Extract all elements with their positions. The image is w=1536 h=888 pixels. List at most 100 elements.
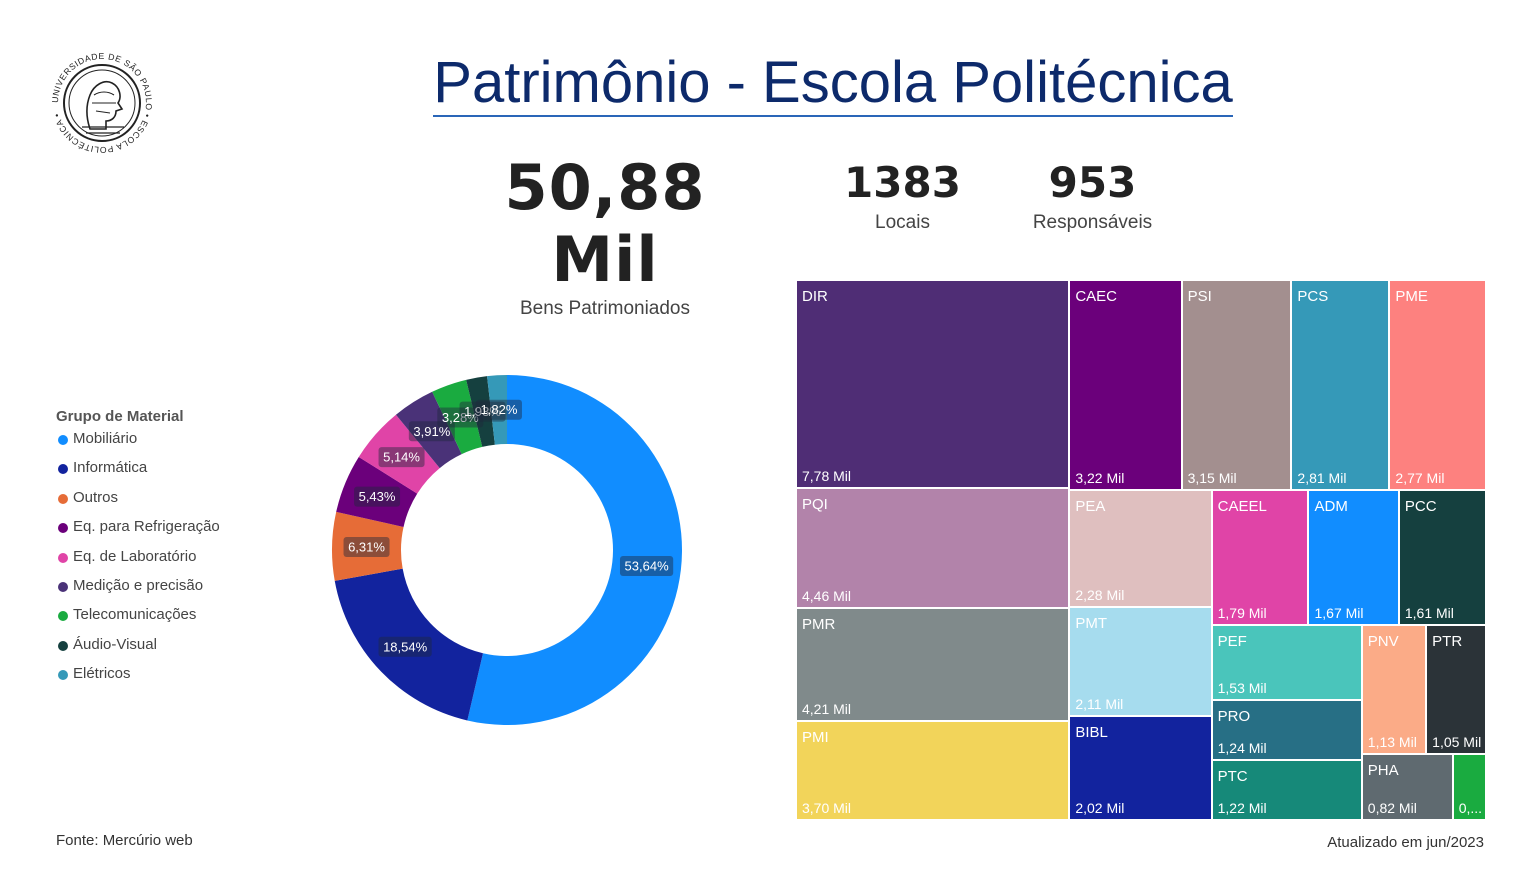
treemap-tile[interactable]: PCC 1,61 Mil [1398,490,1486,626]
legend-label: Medição e precisão [73,576,204,594]
legend-item[interactable]: Medição e precisão [56,577,220,606]
donut-slices [332,375,683,726]
donut-slice[interactable] [395,391,462,469]
treemap-tile-name: PSI [1187,288,1212,305]
treemap-tile-name: PHA [1367,761,1399,779]
treemap-tile-value: 7,78 Mil [802,468,852,485]
kpi-locais-label: Locais [875,212,930,233]
treemap-tile[interactable]: PNV 1,13 Mil [1361,625,1427,754]
treemap-tile-value: 0,... [1458,799,1483,816]
donut-label-text: 1,93% [464,404,501,419]
donut-data-label: 3,91% [408,421,455,442]
donut-label-text: 6,31% [348,540,385,555]
donut-data-label: 5,14% [378,447,425,468]
donut-data-label: 18,54% [378,636,432,657]
treemap-tile[interactable]: PHA 0,82 Mil [1361,753,1453,820]
donut-label-bg [343,537,390,558]
legend-item[interactable]: Eq. para Refrigeração [56,518,220,547]
legend-swatch [58,552,68,563]
treemap-tile[interactable]: PTC 1,22 Mil [1211,760,1362,820]
treemap-tile-value: 1,24 Mil [1217,740,1267,757]
donut-data-label: 5,43% [354,486,401,507]
donut-label-text: 3,28% [442,410,479,425]
treemap-tile-name: PEA [1075,498,1106,516]
treemap-tile-value: 3,22 Mil [1075,470,1125,487]
treemap-tile[interactable]: ADM 1,67 Mil [1308,490,1399,626]
legend-label: Telecomunicações [73,606,197,624]
legend-swatch [58,581,68,592]
treemap-tile[interactable]: PMT 2,11 Mil [1069,607,1212,716]
legend-item[interactable]: Elétricos [56,665,220,694]
updated-note: Atualizado em jun/2023 [1327,834,1484,851]
treemap-tile[interactable]: PCS 2,81 Mil [1291,280,1390,491]
donut-label-text: 18,54% [383,639,428,654]
treemap-tile[interactable]: PMI 3,70 Mil [796,720,1070,820]
donut-label-bg [619,556,674,577]
treemap-tile-value: 4,21 Mil [802,700,852,717]
treemap-tile[interactable]: PMR 4,21 Mil [796,608,1070,721]
donut-label-bg [459,401,506,422]
treemap-tile-name: PQI [802,496,828,514]
treemap-tile-value: 2,02 Mil [1075,799,1125,816]
title-underline [433,115,1233,117]
legend-swatch [58,670,68,681]
donut-slice[interactable] [466,376,495,447]
donut-labels: 53,64% 18,54% 6,31% 5,43% 5,14% 3,91%3,28%1,9… [343,399,674,657]
treemap-tile[interactable]: CAEEL 1,79 Mil [1211,490,1309,626]
treemap-tile-name: PMI [802,728,829,746]
kpi-bens-label: Bens Patrimoniados [519,298,691,319]
donut-slice[interactable] [332,511,404,581]
legend-title: Grupo de Material [56,408,184,425]
treemap-tile-value: 2,28 Mil [1075,587,1125,604]
legend-item[interactable]: Informática [56,459,220,488]
legend-item[interactable]: Telecomunicações [56,606,220,635]
donut-label-text: 5,14% [383,450,420,465]
donut-data-label: 6,31% [343,537,390,558]
donut-data-label: 1,82% [475,399,522,420]
legend-item[interactable]: Eq. de Laboratório [56,548,220,577]
donut-slice[interactable] [432,379,483,455]
legend-item[interactable]: Áudio-Visual [56,636,220,665]
treemap-tile[interactable]: DIR 7,78 Mil [796,280,1070,489]
treemap-tile[interactable]: PRO 1,24 Mil [1211,700,1362,761]
legend-label: Eq. para Refrigeração [73,518,220,536]
treemap-tile[interactable]: PEA 2,28 Mil [1069,490,1212,608]
donut-slice[interactable] [358,414,440,494]
donut-slice[interactable] [487,375,507,445]
treemap-tile-value: 2,81 Mil [1297,470,1347,487]
donut-label-text: 53,64% [625,559,670,574]
donut-slice[interactable] [336,456,418,527]
treemap-tile-value: 3,70 Mil [802,799,852,816]
treemap-tile[interactable]: PQI 4,46 Mil [796,488,1070,608]
treemap-tile-name: PCS [1297,288,1329,305]
treemap-tile[interactable]: PTR 1,05 Mil [1426,625,1486,754]
legend-swatch [58,611,68,622]
kpi-bens-value: 50,88 Mil [504,151,706,296]
kpi-card-locais: 1383 Locais [820,158,985,234]
treemap-tile-name: PCC [1404,498,1437,516]
treemap-tile-value: 1,53 Mil [1217,680,1267,696]
kpi-card-bens: 50,88 Mil Bens Patrimoniados [440,152,770,320]
legend-item[interactable]: Outros [56,489,220,518]
treemap-tile-name: ADM [1314,498,1348,516]
treemap-tile-name: DIR [802,288,828,305]
kpi-responsaveis-label: Responsáveis [1032,212,1153,233]
treemap-tile-value: 4,46 Mil [802,588,852,604]
treemap-tile[interactable]: CAEC 3,22 Mil [1069,280,1182,491]
treemap-tile-name: CAEC [1075,288,1117,305]
donut-slice[interactable] [467,375,683,726]
donut-data-label: 1,93% [459,401,506,422]
legend-item[interactable]: Mobiliário [56,430,220,459]
donut-label-text: 5,43% [359,489,396,504]
treemap-tile[interactable]: BIBL 2,02 Mil [1069,716,1212,820]
treemap-tile[interactable]: PME 2,77 Mil [1389,280,1486,491]
donut-legend: Grupo de Material Mobiliário Informática O… [56,408,220,695]
treemap-tile[interactable]: PSI 3,15 Mil [1181,280,1292,491]
treemap-tile[interactable]: PEF 1,53 Mil [1211,625,1362,700]
donut-data-label: 53,64% [619,556,674,577]
donut-label-bg [354,486,401,507]
treemap-tile-value: 1,79 Mil [1217,605,1267,622]
donut-slice[interactable] [334,568,483,721]
treemap-tile[interactable]: 0,... [1452,753,1486,820]
donut-label-text: 1,82% [481,402,518,417]
